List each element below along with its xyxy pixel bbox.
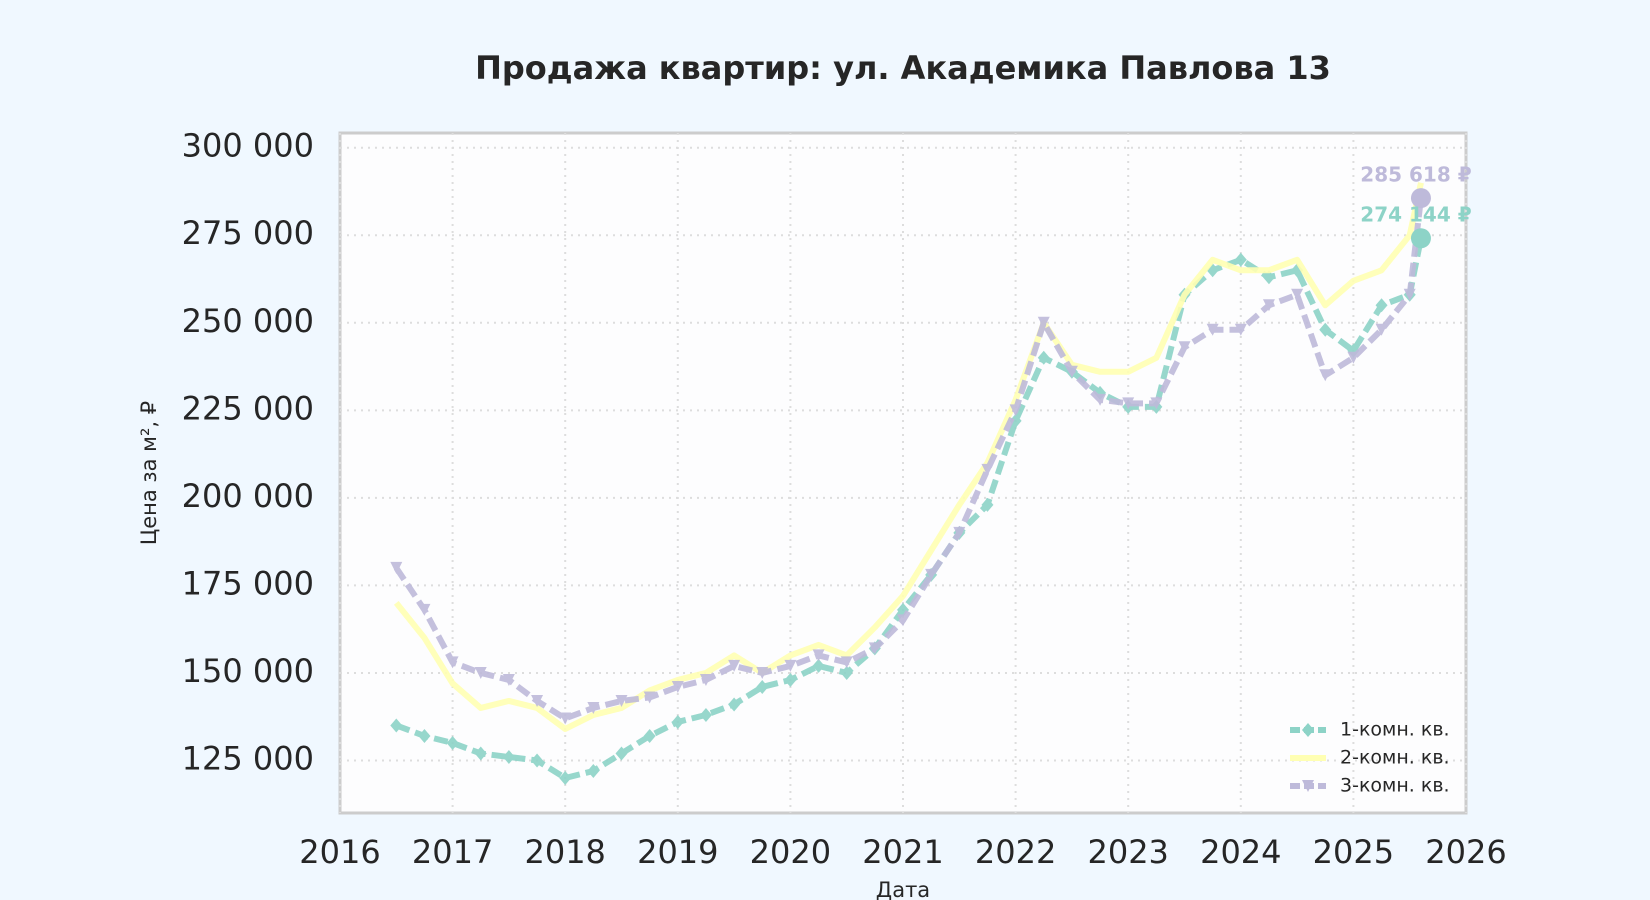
marker: [1262, 270, 1275, 285]
marker: [474, 746, 487, 761]
marker: [1262, 299, 1275, 312]
y-tick-label: 175 000: [182, 564, 314, 602]
marker: [756, 679, 769, 694]
chart-title: Продажа квартир: ул. Академика Павлова 1…: [475, 49, 1331, 87]
marker: [1302, 723, 1314, 737]
marker: [1403, 288, 1416, 301]
marker: [953, 526, 966, 539]
y-tick-label: 150 000: [182, 652, 314, 690]
marker: [474, 666, 487, 679]
marker: [981, 463, 994, 476]
y-axis-label: Цена за м², ₽: [137, 401, 161, 545]
marker: [925, 568, 938, 581]
marker: [756, 666, 769, 679]
x-tick-label: 2017: [412, 833, 493, 871]
annotation: 274 144 ₽: [1360, 203, 1471, 227]
series: [393, 182, 1424, 732]
endpoint-dot: [1410, 188, 1431, 209]
legend-label: 2-комн. кв.: [1340, 747, 1450, 769]
marker: [502, 673, 515, 686]
marker: [981, 497, 994, 512]
marker: [1375, 298, 1388, 313]
marker: [643, 691, 656, 704]
marker: [1234, 323, 1247, 336]
marker: [446, 735, 459, 750]
marker: [1319, 322, 1332, 337]
marker: [1122, 397, 1135, 410]
marker: [1375, 323, 1388, 336]
marker: [502, 749, 515, 764]
marker: [812, 658, 825, 673]
marker: [1319, 369, 1332, 382]
marker: [1234, 252, 1247, 267]
marker: [671, 714, 684, 729]
marker: [699, 707, 712, 722]
marker: [840, 656, 853, 669]
y-tick-label: 200 000: [182, 477, 314, 515]
marker: [615, 746, 628, 761]
marker: [868, 642, 881, 655]
marker: [1009, 404, 1022, 417]
marker: [812, 649, 825, 662]
marker: [1065, 365, 1078, 378]
annotation: 285 618 ₽: [1360, 163, 1471, 187]
x-tick-label: 2019: [637, 833, 718, 871]
marker: [1037, 350, 1050, 365]
marker: [699, 673, 712, 686]
marker: [531, 694, 544, 707]
marker: [1150, 397, 1163, 410]
marker: [784, 672, 797, 687]
marker: [643, 728, 656, 743]
marker: [671, 680, 684, 693]
line: [393, 182, 1424, 732]
x-tick-label: 2018: [524, 833, 605, 871]
marker: [559, 712, 572, 725]
x-tick-label: 2020: [750, 833, 831, 871]
marker: [897, 614, 909, 627]
marker: [1291, 288, 1304, 301]
x-tick-label: 2016: [299, 833, 380, 871]
x-tick-label: 2022: [975, 833, 1056, 871]
x-tick-label: 2023: [1087, 833, 1168, 871]
y-tick-label: 250 000: [182, 302, 314, 340]
marker: [1037, 316, 1050, 329]
x-tick-label: 2024: [1200, 833, 1281, 871]
marker: [587, 763, 600, 778]
marker: [418, 603, 431, 616]
marker: [728, 697, 741, 712]
marker: [1302, 780, 1314, 792]
marker: [1009, 413, 1022, 428]
marker: [390, 718, 403, 733]
y-tick-label: 125 000: [182, 739, 314, 777]
marker: [615, 694, 628, 707]
marker: [840, 665, 853, 680]
marker: [1178, 341, 1191, 354]
marker: [446, 656, 459, 669]
x-tick-label: 2026: [1425, 833, 1506, 871]
x-tick-label: 2025: [1313, 833, 1394, 871]
marker: [390, 561, 403, 574]
legend-label: 1-комн. кв.: [1340, 719, 1450, 741]
marker: [531, 753, 544, 768]
y-tick-label: 225 000: [182, 389, 314, 427]
marker: [784, 659, 797, 672]
marker: [587, 701, 600, 714]
marker: [728, 659, 741, 672]
marker: [559, 770, 572, 785]
x-axis-label: Дата: [876, 878, 930, 900]
y-tick-label: 300 000: [182, 127, 314, 165]
legend-label: 3-комн. кв.: [1340, 775, 1450, 797]
endpoint-dot: [1410, 228, 1431, 249]
line: [393, 197, 1424, 722]
marker: [418, 728, 431, 743]
marker: [1347, 351, 1360, 364]
y-tick-label: 275 000: [182, 214, 314, 252]
series: [390, 192, 1427, 725]
marker: [1094, 393, 1107, 406]
x-tick-label: 2021: [862, 833, 943, 871]
marker: [1206, 323, 1219, 336]
